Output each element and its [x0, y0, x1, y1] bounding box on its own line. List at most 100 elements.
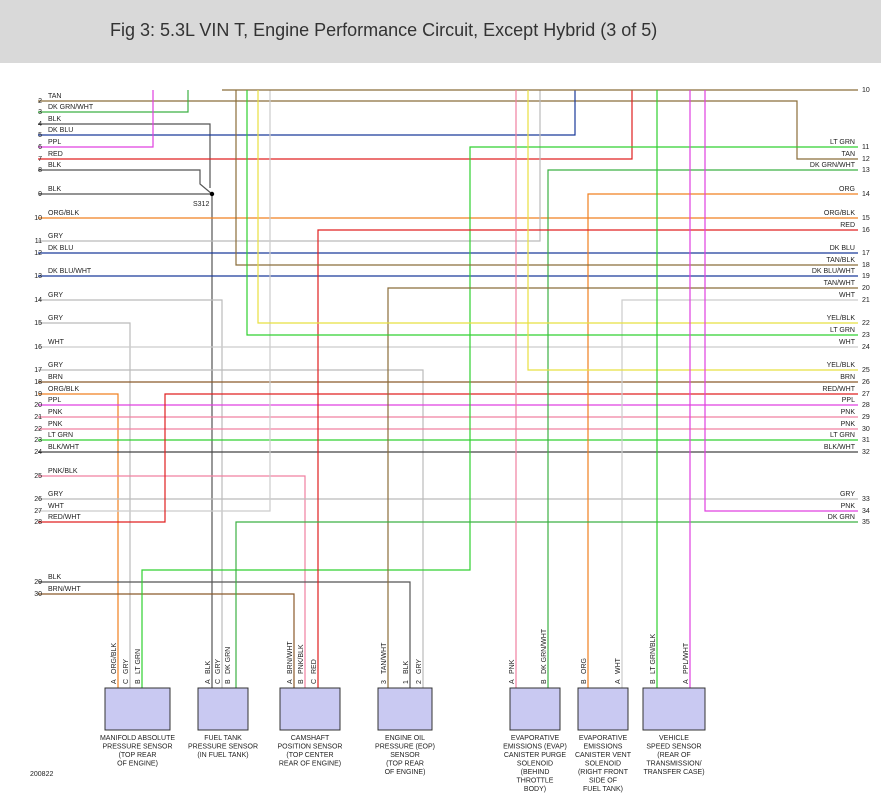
right-pin: 19: [862, 273, 870, 280]
pin-letter: B: [541, 679, 548, 684]
right-wire-label: BLK/WHT: [824, 444, 856, 451]
title: Fig 3: 5.3L VIN T, Engine Performance Ci…: [110, 20, 657, 40]
left-pin: 28: [34, 519, 42, 526]
component-label: SOLENOID: [585, 761, 621, 768]
wire: [235, 521, 858, 688]
left-pin: 13: [34, 273, 42, 280]
left-pin: 12: [34, 250, 42, 257]
left-pin: 16: [34, 344, 42, 351]
right-wire-label: TAN/BLK: [826, 257, 855, 264]
wire: [38, 393, 119, 688]
component-label: BODY): [524, 786, 546, 793]
left-wire-label: PNK/BLK: [48, 468, 78, 475]
right-pin: 11: [862, 144, 869, 151]
pin-wire: LT GRN: [135, 649, 142, 674]
left-pin: 26: [34, 496, 42, 503]
left-pin: 7: [38, 156, 42, 163]
left-pin: 5: [38, 132, 42, 139]
pin-letter: B: [225, 679, 232, 684]
left-wire-label: PNK: [48, 421, 63, 428]
pin-wire: PNK/BLK: [298, 644, 305, 674]
right-wire-label: WHT: [839, 339, 856, 346]
right-pin: 17: [862, 250, 870, 257]
pin-wire: DK GRN: [225, 647, 232, 674]
right-wire-label: PPL: [842, 397, 855, 404]
wire: [38, 475, 306, 688]
right-wire-label: YEL/BLK: [827, 362, 856, 369]
left-wire-label: ORG/BLK: [48, 210, 79, 217]
component-label: PRESSURE (EOP): [375, 744, 435, 751]
left-pin: 17: [34, 367, 42, 374]
right-wire-label: PNK: [841, 503, 856, 510]
component-box: [509, 687, 561, 731]
wire: [38, 90, 541, 242]
wire: [38, 299, 223, 688]
wire: [38, 90, 271, 512]
wire: [527, 90, 858, 371]
wire: [38, 123, 211, 188]
right-wire-label: YEL/BLK: [827, 315, 856, 322]
pin-letter: 3: [381, 680, 388, 684]
right-wire-label: TAN: [842, 151, 855, 158]
pin-letter: B: [650, 679, 657, 684]
component-box: [642, 687, 706, 731]
right-wire-label: ORG: [839, 186, 855, 193]
wire: [621, 299, 858, 688]
left-pin: 6: [38, 144, 42, 151]
pin-wire: LT GRN/BLK: [650, 633, 657, 674]
right-wire-label: LT GRN: [830, 327, 855, 334]
left-wire-label: BRN/WHT: [48, 586, 81, 593]
left-pin: 23: [34, 437, 42, 444]
right-wire-label: DK GRN/WHT: [810, 162, 856, 169]
right-pin: 35: [862, 519, 870, 526]
left-pin: 10: [34, 215, 42, 222]
wire: [547, 169, 858, 688]
right-pin: 33: [862, 496, 870, 503]
right-pin: 27: [862, 391, 870, 398]
component-label: (TOP CENTER: [286, 752, 333, 759]
left-wire-label: BLK: [48, 574, 62, 581]
component-label: (RIGHT FRONT: [578, 769, 629, 776]
component-label: FUEL TANK: [204, 735, 242, 742]
left-wire-label: BLK: [48, 186, 62, 193]
left-wire-label: DK GRN/WHT: [48, 104, 94, 111]
component-label: EMISSIONS (EVAP): [503, 744, 567, 751]
left-pin: 22: [34, 426, 42, 433]
left-pin: 30: [34, 591, 42, 598]
wire: [141, 146, 858, 688]
wire: [38, 90, 576, 136]
left-wire-label: PPL: [48, 397, 61, 404]
component-label: REAR OF ENGINE): [279, 761, 341, 768]
wire: [38, 593, 295, 688]
pin-letter: C: [311, 679, 318, 684]
right-pin: 18: [862, 262, 870, 269]
left-pin: 14: [34, 297, 42, 304]
splice-dot: [209, 191, 215, 197]
left-pin: 25: [34, 473, 42, 480]
wire: [587, 193, 858, 688]
right-pin: 23: [862, 332, 870, 339]
right-pin: 28: [862, 402, 870, 409]
right-pin: 25: [862, 367, 870, 374]
left-wire-label: DK BLU: [48, 245, 73, 252]
right-wire-label: PNK: [841, 409, 856, 416]
component-label: (REAR OF: [657, 752, 690, 759]
right-pin: 16: [862, 227, 870, 234]
component-label: CANISTER PURGE: [504, 752, 567, 759]
right-wire-label: DK BLU/WHT: [812, 268, 856, 275]
left-wire-label: RED/WHT: [48, 514, 81, 521]
component-label: (IN FUEL TANK): [197, 752, 248, 759]
right-pin: 22: [862, 320, 870, 327]
left-wire-label: PNK: [48, 409, 63, 416]
wire: [38, 90, 189, 113]
pin-wire: ORG: [581, 658, 588, 674]
left-wire-label: RED: [48, 151, 63, 158]
wire: [38, 581, 411, 688]
wire: [235, 90, 858, 266]
splice-label: S312: [193, 201, 209, 208]
right-pin: 31: [862, 437, 870, 444]
wire: [246, 90, 858, 336]
pin-wire: PPL/WHT: [683, 642, 690, 674]
right-pin: 34: [862, 508, 870, 515]
